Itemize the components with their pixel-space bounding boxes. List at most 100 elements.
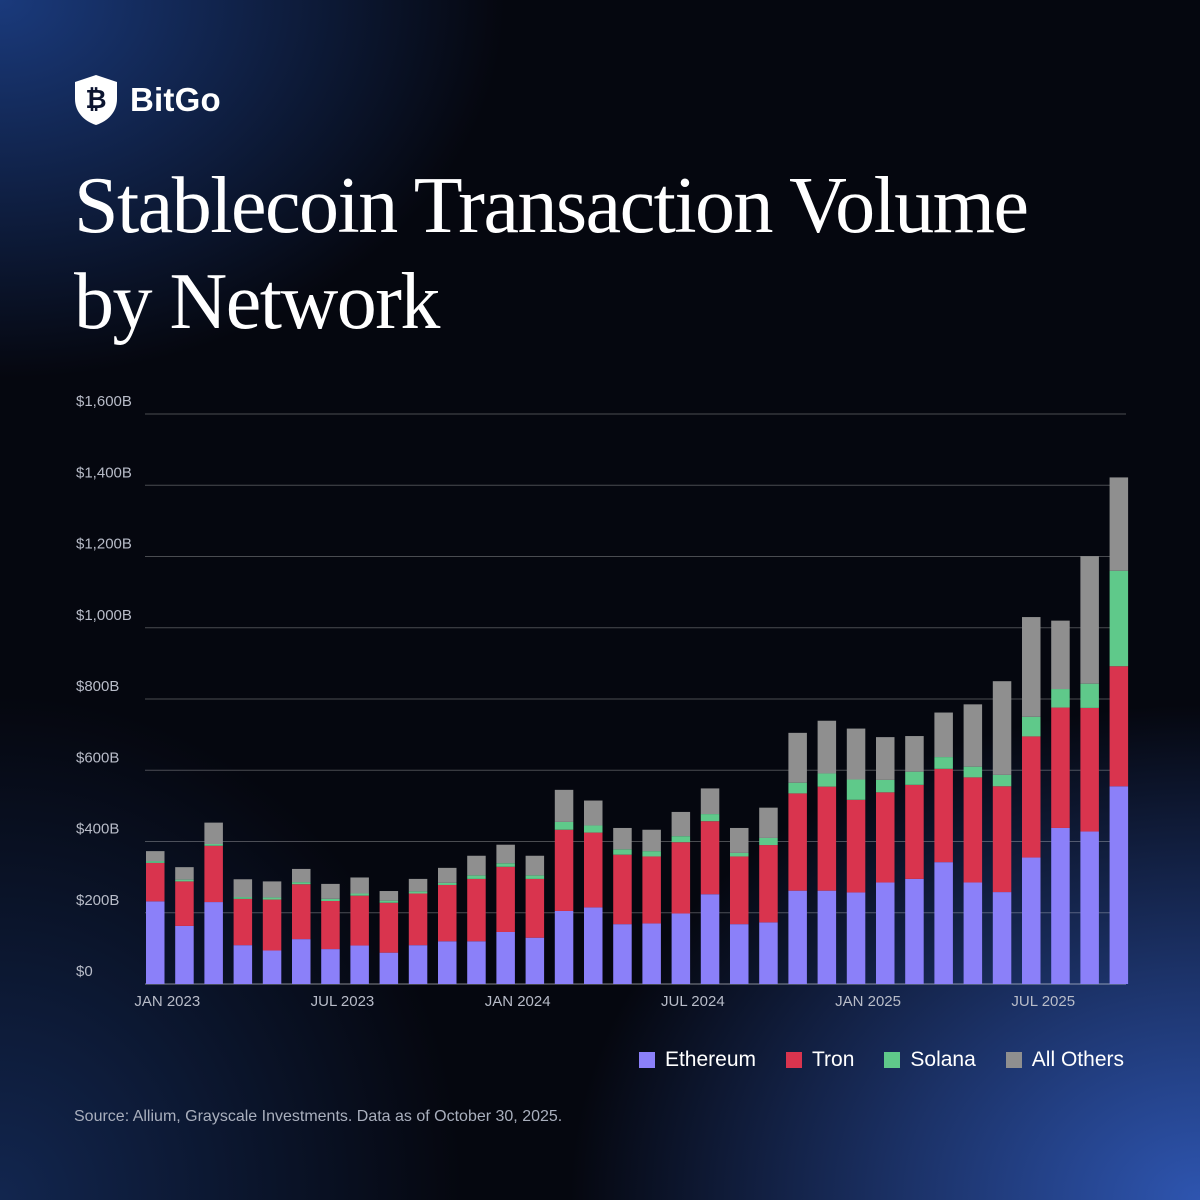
bar-segment-all-others xyxy=(350,877,369,894)
bar-segment-solana xyxy=(671,836,691,843)
bar-segment-tron xyxy=(292,884,311,940)
bar-segment-all-others xyxy=(321,883,340,899)
chart-title: Stablecoin Transaction Volume by Network xyxy=(74,158,1154,350)
bar-segment-all-others xyxy=(613,827,632,850)
bar-segment-all-others xyxy=(905,736,924,772)
bar-segment-tron xyxy=(350,895,369,946)
bar-segment-all-others xyxy=(1051,620,1070,690)
bar-segment-tron xyxy=(233,898,253,946)
bar-segment-solana xyxy=(700,814,720,822)
legend-swatch xyxy=(638,1052,655,1068)
bar-segment-tron xyxy=(1051,707,1070,828)
bar-segment-tron xyxy=(438,884,457,942)
y-tick-label: $1,200B xyxy=(76,536,132,553)
bar-segment-solana xyxy=(613,849,632,855)
bar-segment-all-others xyxy=(817,720,837,774)
svg-text:₿: ₿ xyxy=(85,85,106,115)
bar-segment-all-others xyxy=(554,789,574,822)
x-tick-label: JUL 2023 xyxy=(311,993,375,1010)
source-note: Source: Allium, Grayscale Investments. D… xyxy=(74,1108,563,1125)
bar-segment-ethereum xyxy=(262,950,282,984)
brand-logo: ₿ BitGo xyxy=(74,74,221,126)
bar-segment-tron xyxy=(554,829,574,911)
bar-segment-ethereum xyxy=(496,931,515,984)
bar-segment-tron xyxy=(817,786,837,891)
bar-segment-solana xyxy=(525,875,545,879)
bar-segment-ethereum xyxy=(321,949,340,984)
bar-segment-tron xyxy=(1022,736,1041,858)
bar-segment-solana xyxy=(233,897,253,899)
bar-segment-tron xyxy=(321,900,340,950)
legend-item-ethereum: Ethereum xyxy=(638,1048,756,1072)
bar-segment-tron xyxy=(876,792,895,883)
x-tick-label: JUL 2024 xyxy=(661,993,725,1010)
bar-segment-all-others xyxy=(438,867,457,883)
bar-segment-tron xyxy=(992,786,1012,893)
bar-segment-solana xyxy=(846,779,866,800)
x-tick-label: JUL 2025 xyxy=(1011,993,1075,1010)
bar-segment-solana xyxy=(204,843,223,846)
x-tick-label: JAN 2023 xyxy=(134,993,200,1010)
bar-segment-ethereum xyxy=(671,913,691,984)
bar-segment-solana xyxy=(817,773,837,787)
bar-segment-ethereum xyxy=(788,890,807,984)
bar-segment-all-others xyxy=(934,712,953,758)
bar-segment-tron xyxy=(175,881,194,926)
bar-segment-ethereum xyxy=(846,892,866,984)
bar-segment-all-others xyxy=(846,728,866,780)
bar-segment-solana xyxy=(496,863,515,867)
bar-segment-solana xyxy=(1022,716,1041,737)
bar-segment-tron xyxy=(846,799,866,893)
bar-segment-ethereum xyxy=(292,939,311,984)
y-tick-label: $800B xyxy=(76,678,119,695)
bar-segment-all-others xyxy=(1080,556,1099,684)
bar-segment-solana xyxy=(1080,683,1099,708)
y-tick-label: $1,400B xyxy=(76,464,132,481)
bar-segment-ethereum xyxy=(146,901,165,984)
bar-segment-solana xyxy=(730,852,749,857)
y-tick-label: $600B xyxy=(76,749,119,766)
legend-label: Tron xyxy=(812,1048,855,1071)
bar-segment-ethereum xyxy=(350,945,369,984)
bar-segment-all-others xyxy=(408,878,428,892)
bar-segment-all-others xyxy=(992,681,1012,775)
bar-segment-all-others xyxy=(467,855,486,876)
y-tick-label: $400B xyxy=(76,821,119,838)
bar-segment-all-others xyxy=(1109,477,1129,571)
legend-swatch xyxy=(884,1052,901,1068)
bar-segment-solana xyxy=(467,875,486,879)
bar-segment-solana xyxy=(262,897,282,900)
x-tick-label: JAN 2025 xyxy=(835,993,901,1010)
bar-segment-all-others xyxy=(759,807,778,838)
bar-segment-ethereum xyxy=(963,882,983,984)
legend-item-tron: Tron xyxy=(786,1048,854,1072)
bar-segment-solana xyxy=(321,898,340,901)
bar-segment-ethereum xyxy=(1109,786,1129,984)
bar-segment-tron xyxy=(1080,707,1099,832)
bar-segment-ethereum xyxy=(992,892,1012,984)
bar-segment-all-others xyxy=(233,879,253,898)
bar-segment-ethereum xyxy=(525,937,545,984)
bar-segment-tron xyxy=(525,878,545,938)
bar-segment-ethereum xyxy=(876,882,895,984)
bar-segment-ethereum xyxy=(700,894,720,984)
legend-item-solana: Solana xyxy=(884,1048,976,1072)
x-axis-ticks: JAN 2023 JUL 2023 JAN 2024 JUL 2024 JAN 2025… xyxy=(134,993,1075,1010)
bar-segment-all-others xyxy=(700,788,720,815)
bar-segment-all-others xyxy=(379,891,399,901)
bar-segment-all-others xyxy=(671,811,691,837)
bar-segment-ethereum xyxy=(1080,831,1099,984)
bar-segment-tron xyxy=(379,902,399,953)
bar-segment-tron xyxy=(584,832,603,908)
bar-segment-all-others xyxy=(204,822,223,844)
title-line-2: by Network xyxy=(74,258,440,346)
bar-segment-tron xyxy=(934,768,953,863)
bar-segment-all-others xyxy=(292,868,311,883)
bar-segment-ethereum xyxy=(730,924,749,984)
legend-swatch xyxy=(786,1052,802,1068)
bar-segment-tron xyxy=(730,856,749,925)
y-tick-label: $200B xyxy=(76,892,119,909)
legend-label: All Others xyxy=(1031,1048,1124,1071)
bar-segment-solana xyxy=(292,882,311,885)
